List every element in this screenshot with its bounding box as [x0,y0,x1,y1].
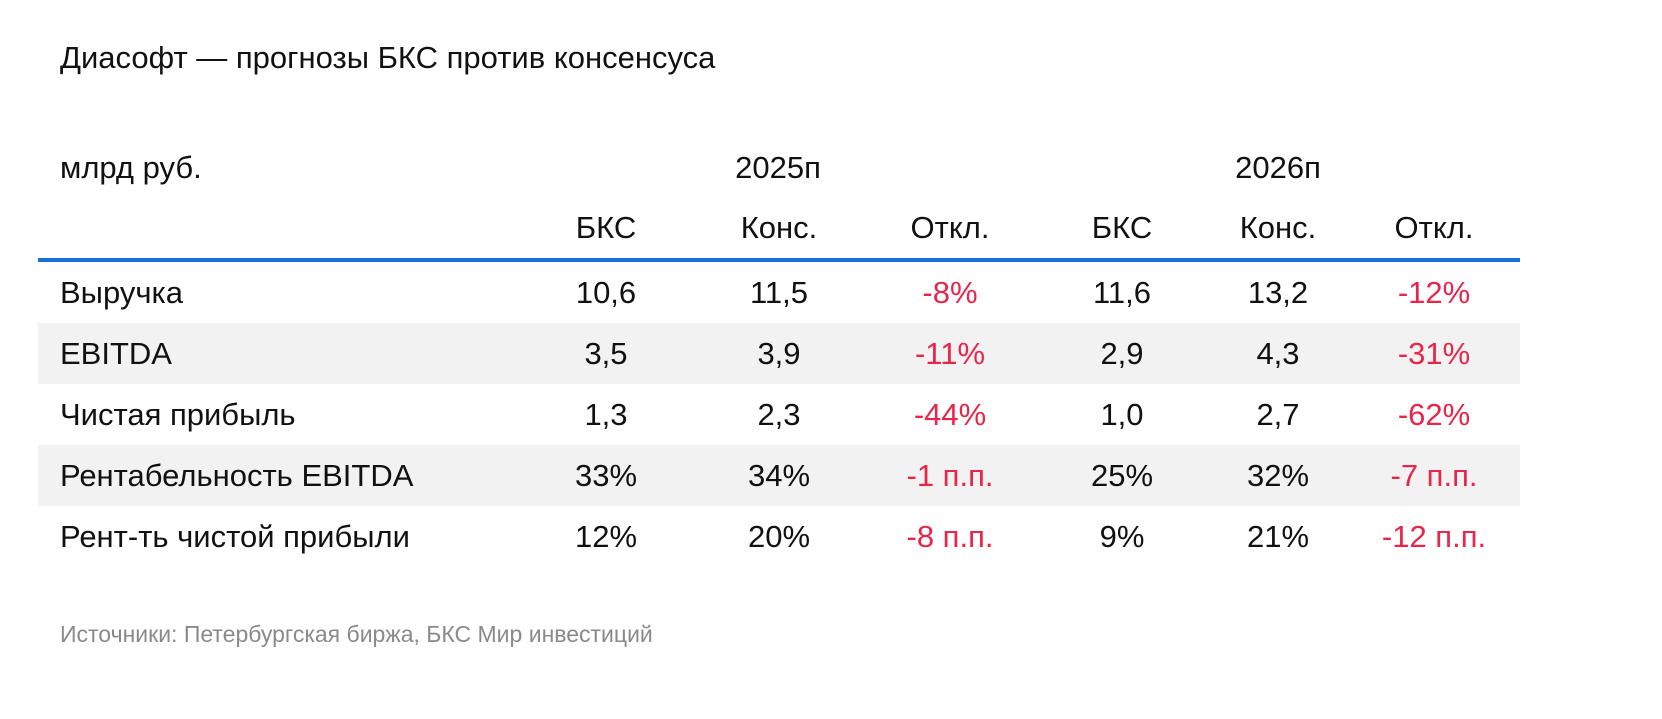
table-cell: 2,9 [1100,336,1144,371]
deviation-cell: -1 п.п. [906,458,994,493]
table-cell: 10,6 [575,275,637,310]
row-label: EBITDA [60,336,172,371]
year-header-2026: 2026п [1235,150,1321,185]
table-cell: 2,7 [1256,397,1300,432]
table-row: Чистая прибыль 1,3 2,3 -44% 1,0 2,7 -62% [38,384,1520,445]
page-title: Диасофт — прогнозы БКС против консенсуса [60,40,716,75]
table-cell: 20% [747,519,811,554]
table-cell: 11,5 [749,275,809,310]
table-row: Выручка 10,6 11,5 -8% 11,6 13,2 -12% [38,262,1520,323]
deviation-cell: -12% [1397,275,1471,310]
deviation-cell: -31% [1397,336,1471,371]
table-cell: 25% [1090,458,1154,493]
forecast-table: млрд руб. 2025п 2026п БКС Конс. Откл. БК… [38,138,1520,567]
col-header-bks-2025: БКС [575,210,637,245]
table-row: EBITDA 3,5 3,9 -11% 2,9 4,3 -31% [38,323,1520,384]
table-cell: 12% [574,519,638,554]
row-label: Выручка [60,275,183,310]
year-header-row: млрд руб. 2025п 2026п [38,138,1520,198]
source-note: Источники: Петербургская биржа, БКС Мир … [60,621,653,647]
deviation-cell: -12 п.п. [1381,519,1487,554]
table-cell: 1,0 [1100,397,1144,432]
table-cell: 32% [1246,458,1310,493]
table-row: Рент-ть чистой прибыли 12% 20% -8 п.п. 9… [38,506,1520,567]
unit-label: млрд руб. [60,150,202,185]
table-cell: 9% [1099,519,1145,554]
deviation-cell: -62% [1397,397,1471,432]
deviation-cell: -8 п.п. [906,519,994,554]
table-cell: 13,2 [1247,275,1309,310]
col-header-bks-2026: БКС [1091,210,1153,245]
table-cell: 21% [1246,519,1310,554]
deviation-cell: -7 п.п. [1390,458,1478,493]
col-header-dev-2025: Откл. [910,210,990,245]
column-header-row: БКС Конс. Откл. БКС Конс. Откл. [38,198,1520,262]
table-cell: 3,9 [757,336,801,371]
table-cell: 11,6 [1092,275,1152,310]
table-cell: 1,3 [584,397,628,432]
deviation-cell: -8% [922,275,978,310]
deviation-cell: -11% [914,336,986,371]
row-label: Чистая прибыль [60,397,296,432]
year-header-2025: 2025п [735,150,821,185]
table-cell: 3,5 [584,336,628,371]
table-cell: 33% [574,458,638,493]
col-header-cons-2026: Конс. [1239,210,1317,245]
table-cell: 2,3 [757,397,801,432]
deviation-cell: -44% [913,397,987,432]
row-label: Рентабельность EBITDA [60,458,414,493]
table-cell: 4,3 [1256,336,1300,371]
table-row: Рентабельность EBITDA 33% 34% -1 п.п. 25… [38,445,1520,506]
table-cell: 34% [747,458,811,493]
col-header-dev-2026: Откл. [1394,210,1474,245]
col-header-cons-2025: Конс. [740,210,818,245]
row-label: Рент-ть чистой прибыли [60,519,410,554]
